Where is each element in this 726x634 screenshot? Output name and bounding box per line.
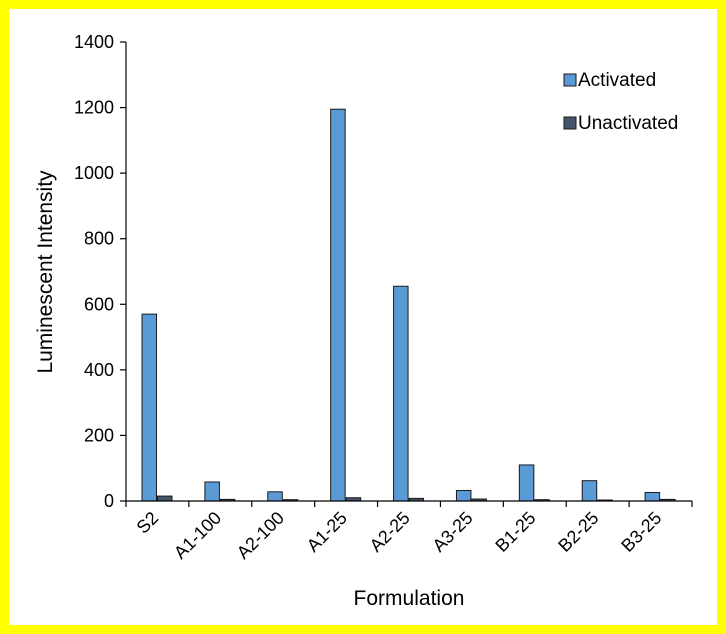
legend-label-unactivated: Unactivated	[578, 113, 678, 134]
legend-label-activated: Activated	[578, 70, 656, 91]
bar-activated-a1-25	[331, 109, 346, 501]
y-tick-label: 1000	[74, 163, 114, 183]
legend-swatch-activated	[564, 74, 576, 86]
legend: Activated Unactivated	[564, 70, 678, 134]
bar-activated-a1-100	[205, 482, 220, 501]
y-ticks-group: 0 200 400 600 800 1000 1200 1400	[74, 32, 126, 511]
y-tick-label: 400	[84, 360, 114, 380]
x-tick-label: B2-25	[554, 508, 602, 556]
bar-activated-a3-25	[456, 491, 471, 501]
bar-activated-b3-25	[645, 492, 660, 501]
x-tick-label: S2	[133, 508, 163, 538]
x-tick-label: A3-25	[429, 508, 477, 556]
legend-swatch-unactivated	[564, 117, 576, 129]
y-tick-label: 200	[84, 425, 114, 445]
bars-group	[142, 109, 675, 501]
y-axis-title: Luminescent Intensity	[34, 170, 57, 374]
bar-activated-a2-100	[268, 492, 283, 501]
y-tick-label: 800	[84, 229, 114, 249]
bar-activated-b2-25	[582, 481, 597, 501]
y-tick-label: 1200	[74, 98, 114, 118]
bar-activated-a2-25	[394, 286, 409, 501]
x-ticks-group: S2 A1-100 A2-100 A1-25 A2-25 A3-25 B1-25 B2-25 B…	[126, 501, 692, 563]
x-tick-label: A1-25	[303, 508, 351, 556]
x-axis-title: Formulation	[354, 587, 465, 610]
x-tick-label: A1-100	[170, 508, 225, 563]
x-tick-label: A2-100	[233, 508, 288, 563]
x-tick-label: A2-25	[366, 508, 414, 556]
x-tick-label: B1-25	[491, 508, 539, 556]
bar-activated-b1-25	[519, 465, 534, 501]
bar-unactivated-s2	[158, 496, 173, 501]
x-tick-label: B3-25	[617, 508, 665, 556]
bar-activated-s2	[142, 314, 157, 501]
y-tick-label: 1400	[74, 32, 114, 52]
y-tick-label: 0	[104, 491, 114, 511]
y-tick-label: 600	[84, 294, 114, 314]
